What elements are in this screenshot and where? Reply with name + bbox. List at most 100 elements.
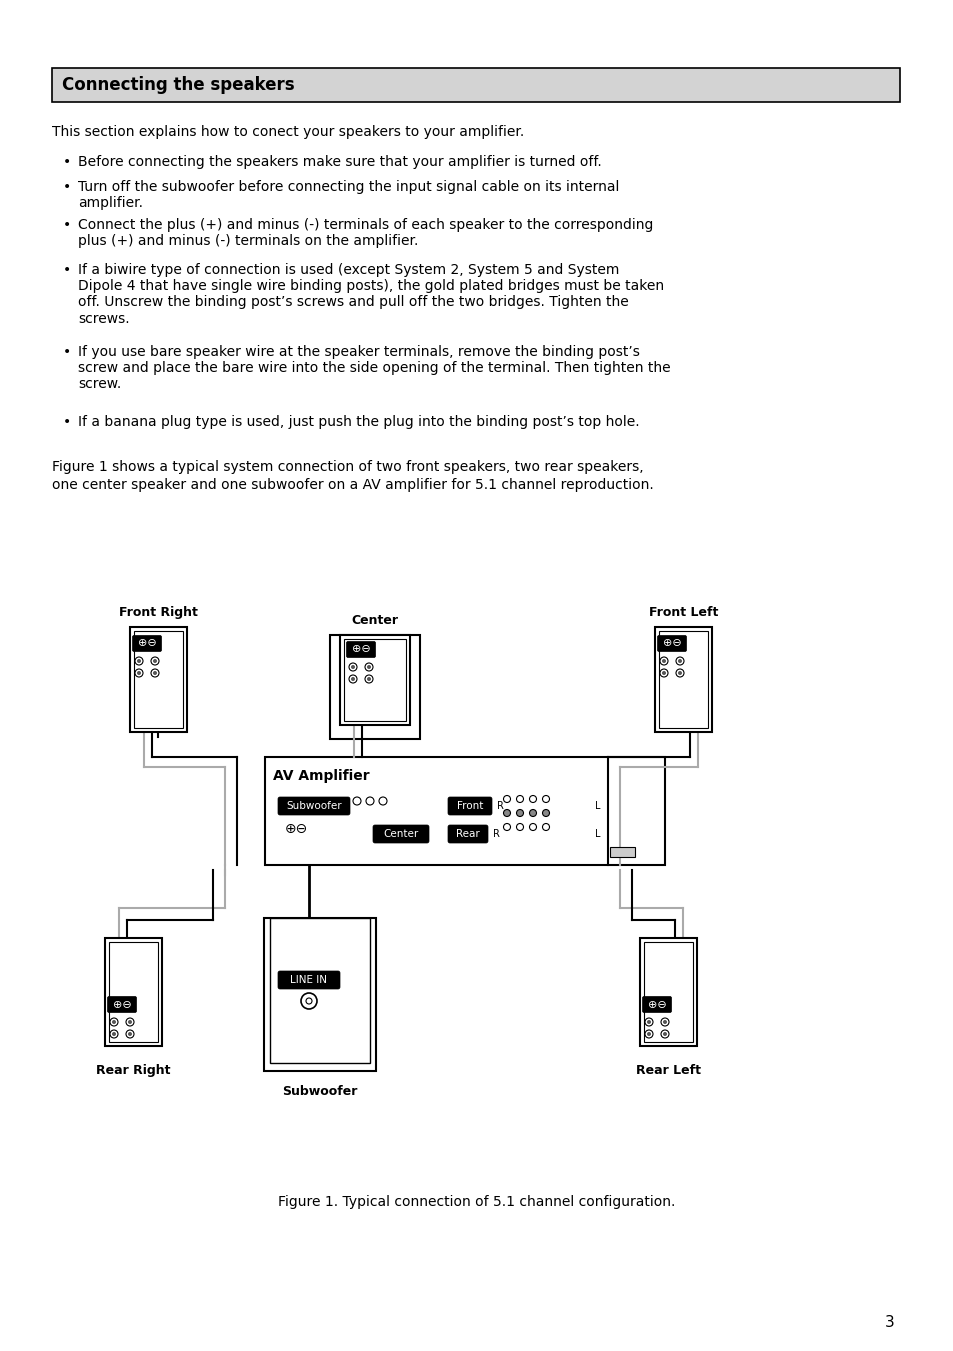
FancyBboxPatch shape: [277, 971, 339, 989]
Bar: [639, 938, 697, 1046]
Circle shape: [137, 671, 141, 676]
Circle shape: [662, 1032, 666, 1036]
FancyBboxPatch shape: [657, 635, 686, 651]
Bar: [339, 635, 410, 725]
Text: Center: Center: [351, 613, 398, 627]
Bar: [52, 68, 899, 101]
Text: Rear Left: Rear Left: [636, 1065, 700, 1077]
Text: L: L: [595, 830, 599, 839]
Circle shape: [126, 1019, 133, 1025]
Text: •: •: [63, 180, 71, 195]
Circle shape: [306, 998, 312, 1004]
Circle shape: [646, 1020, 650, 1024]
Circle shape: [110, 1019, 118, 1025]
Circle shape: [351, 665, 355, 669]
Circle shape: [542, 824, 549, 831]
FancyBboxPatch shape: [448, 797, 492, 815]
Text: Front: Front: [456, 801, 482, 811]
Circle shape: [349, 663, 356, 671]
FancyBboxPatch shape: [346, 642, 375, 658]
Text: Subwoofer: Subwoofer: [282, 1085, 357, 1098]
Circle shape: [152, 671, 157, 676]
Text: ⊕⊖: ⊕⊖: [352, 644, 370, 654]
Text: •: •: [63, 218, 71, 232]
Circle shape: [516, 796, 523, 802]
Bar: [330, 635, 419, 739]
Circle shape: [660, 1019, 668, 1025]
Circle shape: [542, 796, 549, 802]
Text: Front Right: Front Right: [119, 607, 197, 619]
Text: Figure 1. Typical connection of 5.1 channel configuration.: Figure 1. Typical connection of 5.1 chan…: [278, 1196, 675, 1209]
Bar: [130, 627, 187, 732]
Bar: [659, 631, 707, 728]
Text: If you use bare speaker wire at the speaker terminals, remove the binding post’s: If you use bare speaker wire at the spea…: [78, 345, 670, 392]
Text: •: •: [63, 263, 71, 277]
Bar: [609, 847, 635, 857]
Text: ⊕⊖: ⊕⊖: [662, 639, 680, 648]
Text: ⊕⊖: ⊕⊖: [647, 1000, 666, 1009]
Circle shape: [529, 796, 536, 802]
Circle shape: [529, 809, 536, 816]
Bar: [265, 757, 664, 865]
Bar: [264, 917, 375, 1071]
Circle shape: [503, 809, 510, 816]
Text: ⊕⊖: ⊕⊖: [112, 1000, 132, 1009]
Bar: [270, 917, 370, 1063]
Text: 3: 3: [884, 1315, 894, 1329]
Circle shape: [676, 657, 683, 665]
Circle shape: [135, 657, 143, 665]
Text: AV Amplifier: AV Amplifier: [273, 769, 369, 784]
Circle shape: [151, 657, 159, 665]
Text: This section explains how to conect your speakers to your amplifier.: This section explains how to conect your…: [52, 126, 524, 139]
Text: •: •: [63, 155, 71, 169]
Circle shape: [529, 824, 536, 831]
Circle shape: [542, 809, 549, 816]
Circle shape: [351, 677, 355, 681]
Circle shape: [128, 1032, 132, 1036]
Circle shape: [676, 669, 683, 677]
Text: LINE IN: LINE IN: [291, 975, 327, 985]
Text: If a biwire type of connection is used (except System 2, System 5 and System
Dip: If a biwire type of connection is used (…: [78, 263, 663, 326]
Text: Turn off the subwoofer before connecting the input signal cable on its internal
: Turn off the subwoofer before connecting…: [78, 180, 618, 211]
FancyBboxPatch shape: [373, 825, 429, 843]
Circle shape: [151, 669, 159, 677]
Text: Rear Right: Rear Right: [96, 1065, 171, 1077]
Text: R: R: [493, 830, 499, 839]
FancyBboxPatch shape: [448, 825, 488, 843]
Text: Connect the plus (+) and minus (-) terminals of each speaker to the correspondin: Connect the plus (+) and minus (-) termi…: [78, 218, 653, 249]
Circle shape: [646, 1032, 650, 1036]
Text: R: R: [497, 801, 503, 811]
Circle shape: [365, 676, 373, 684]
Text: •: •: [63, 345, 71, 359]
Circle shape: [366, 797, 374, 805]
Text: one center speaker and one subwoofer on a AV amplifier for 5.1 channel reproduct: one center speaker and one subwoofer on …: [52, 478, 653, 492]
Text: Subwoofer: Subwoofer: [286, 801, 341, 811]
Circle shape: [128, 1020, 132, 1024]
Circle shape: [112, 1032, 116, 1036]
Text: Center: Center: [383, 830, 418, 839]
Circle shape: [152, 659, 157, 663]
Circle shape: [365, 663, 373, 671]
Circle shape: [516, 809, 523, 816]
Text: Front Left: Front Left: [648, 607, 718, 619]
Circle shape: [678, 659, 681, 663]
Circle shape: [301, 993, 316, 1009]
Circle shape: [662, 1020, 666, 1024]
Bar: [109, 942, 158, 1042]
FancyBboxPatch shape: [108, 997, 136, 1012]
Text: Figure 1 shows a typical system connection of two front speakers, two rear speak: Figure 1 shows a typical system connecti…: [52, 459, 643, 474]
Circle shape: [660, 1029, 668, 1038]
Text: If a banana plug type is used, just push the plug into the binding post’s top ho: If a banana plug type is used, just push…: [78, 415, 639, 430]
Text: ⊕⊖: ⊕⊖: [137, 639, 156, 648]
Circle shape: [367, 677, 371, 681]
Circle shape: [137, 659, 141, 663]
Circle shape: [126, 1029, 133, 1038]
Circle shape: [644, 1019, 652, 1025]
FancyBboxPatch shape: [277, 797, 350, 815]
Text: Connecting the speakers: Connecting the speakers: [62, 76, 294, 95]
Circle shape: [112, 1020, 116, 1024]
Text: ⊕⊖: ⊕⊖: [285, 821, 308, 836]
Circle shape: [659, 657, 667, 665]
Circle shape: [678, 671, 681, 676]
Circle shape: [644, 1029, 652, 1038]
